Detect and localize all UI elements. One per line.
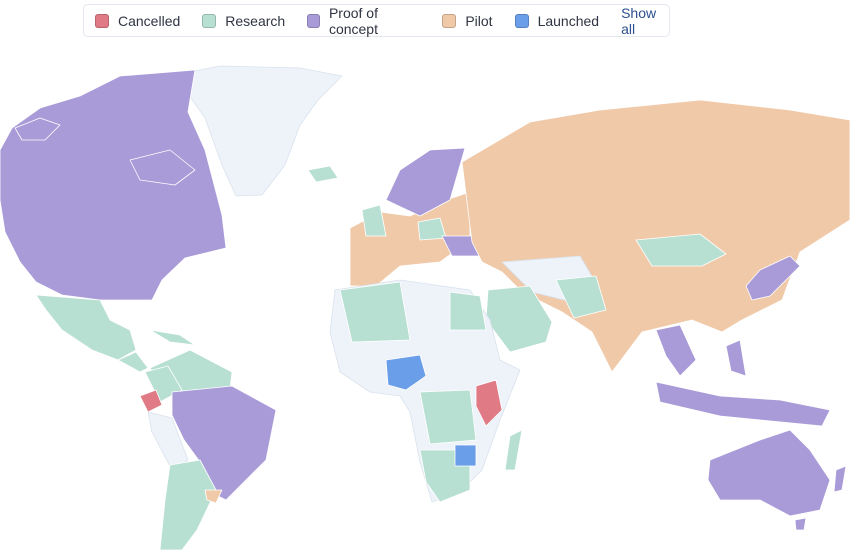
country[interactable] — [204, 489, 223, 504]
country[interactable] — [174, 65, 343, 197]
country[interactable] — [454, 444, 477, 467]
legend-label: Research — [225, 12, 286, 29]
legend-swatch — [202, 13, 217, 28]
country[interactable] — [14, 117, 61, 141]
legend-item[interactable]: Cancelled — [95, 13, 180, 29]
legend-swatch — [307, 13, 320, 28]
country[interactable] — [35, 294, 137, 361]
legend-item[interactable]: Proof of concept — [307, 5, 420, 37]
country[interactable] — [745, 255, 801, 301]
country[interactable] — [707, 429, 831, 517]
legend-label: Cancelled — [118, 12, 181, 29]
legend-label: Launched — [537, 12, 600, 29]
country[interactable] — [0, 69, 227, 301]
country[interactable] — [117, 351, 149, 373]
country[interactable] — [461, 99, 850, 373]
legend: Cancelled Research Proof of concept Pilot La… — [83, 4, 670, 37]
legend-swatch — [442, 13, 457, 28]
country[interactable] — [449, 291, 487, 331]
legend-swatch — [514, 13, 529, 28]
legend-item[interactable]: Pilot — [442, 12, 493, 29]
legend-item[interactable]: Launched — [514, 12, 600, 29]
legend-label: Proof of concept — [328, 4, 378, 37]
country[interactable] — [129, 149, 196, 186]
country[interactable] — [555, 275, 607, 319]
country[interactable] — [635, 233, 727, 267]
country[interactable] — [149, 329, 196, 346]
country[interactable] — [655, 324, 697, 377]
country[interactable] — [361, 204, 387, 237]
country[interactable] — [504, 429, 523, 471]
country[interactable] — [833, 465, 847, 493]
country[interactable] — [385, 147, 466, 217]
country[interactable] — [419, 389, 477, 445]
country[interactable] — [307, 165, 339, 183]
country[interactable] — [725, 339, 747, 377]
country[interactable] — [159, 459, 217, 550]
country[interactable] — [655, 381, 831, 427]
show-all-button[interactable]: Show all — [621, 4, 657, 37]
country[interactable] — [385, 354, 427, 391]
legend-swatch — [95, 13, 109, 28]
legend-item[interactable]: Research — [202, 13, 285, 29]
country[interactable] — [339, 281, 411, 343]
legend-label: Pilot — [465, 12, 493, 29]
country[interactable] — [139, 389, 163, 413]
country[interactable] — [794, 517, 807, 531]
country[interactable] — [475, 379, 503, 427]
